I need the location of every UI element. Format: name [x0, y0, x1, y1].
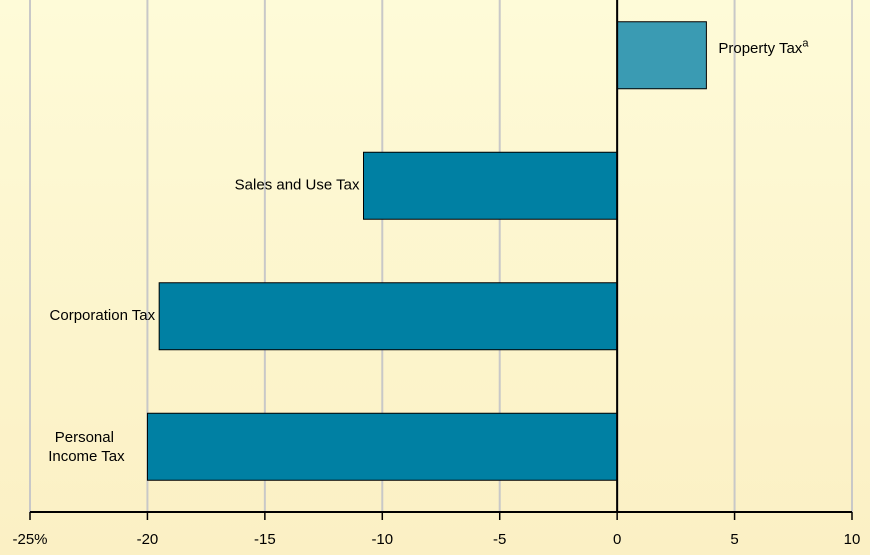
category-label: Personal Income Tax — [48, 429, 125, 465]
x-tick-label: -25% — [12, 531, 47, 548]
bar — [158, 282, 618, 351]
bar — [616, 21, 707, 90]
category-label: Property Taxa — [718, 37, 809, 57]
label-line: Personal — [55, 429, 118, 446]
bar — [362, 151, 618, 220]
x-tick-label: 5 — [730, 531, 738, 548]
x-tick-label: 10 — [844, 531, 861, 548]
category-label: Corporation Tax — [50, 307, 156, 324]
superscript: a — [802, 37, 809, 49]
x-tick-label: -15 — [254, 531, 276, 548]
x-tick-label: -10 — [371, 531, 393, 548]
x-tick-label: -20 — [137, 531, 159, 548]
x-tick-label: 0 — [613, 531, 621, 548]
label-line: Income Tax — [48, 448, 125, 465]
x-tick-label: -5 — [493, 531, 506, 548]
category-label: Sales and Use Tax — [235, 177, 360, 194]
bar — [146, 412, 618, 481]
